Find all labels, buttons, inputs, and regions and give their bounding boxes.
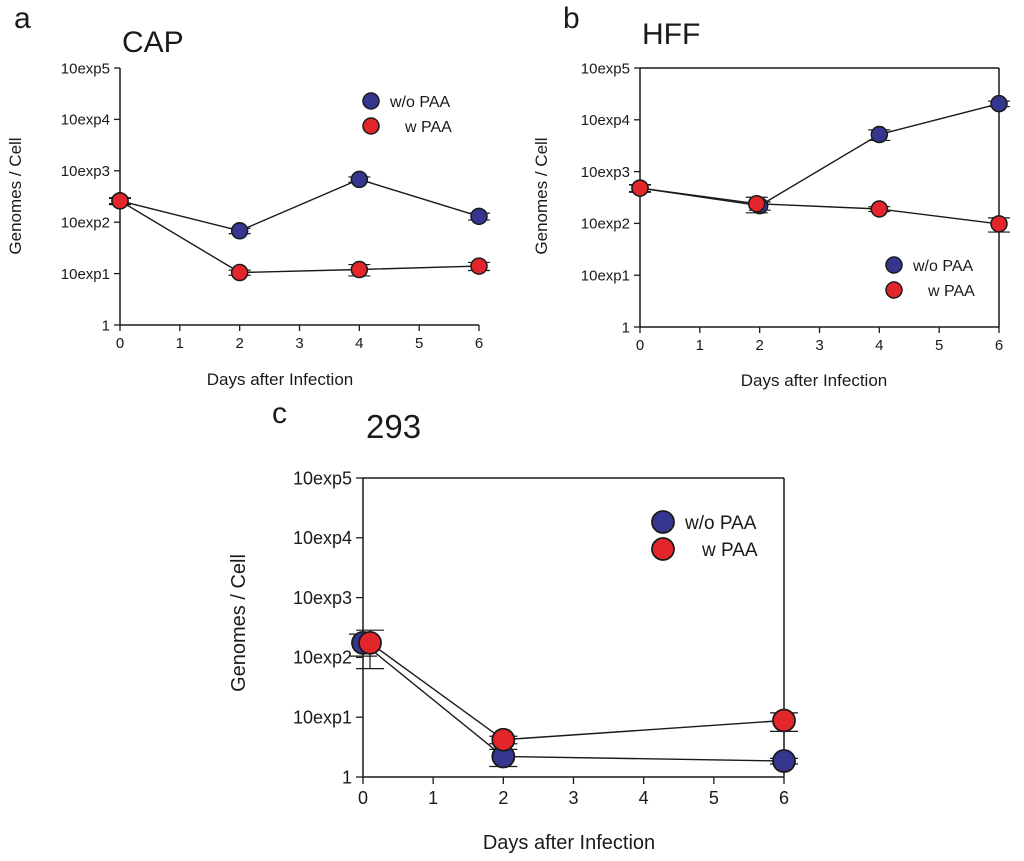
- panel-b-x-tick-label: 1: [696, 337, 704, 354]
- panel-a-y-tick-label: 10exp3: [61, 163, 110, 180]
- panel-c-x-tick-label: 1: [428, 788, 438, 808]
- panel-a-x-axis-title: Days after Infection: [207, 370, 353, 389]
- panel-a-x-tick-label: 6: [475, 335, 483, 352]
- panel-a-point-wo-paa: [230, 222, 249, 240]
- panel-a-letter: a: [14, 2, 31, 35]
- panel-c-legend-label-w-paa: w PAA: [701, 540, 758, 561]
- panel-a-y-tick-label: 1: [102, 317, 110, 334]
- panel-c-line-w-paa: [369, 642, 785, 741]
- panel-a-title: CAP: [122, 26, 184, 59]
- panel-c-y-tick-label: 10exp5: [293, 468, 352, 488]
- panel-b-point-w-paa: [631, 179, 649, 197]
- panel-b-point-w-paa: [870, 200, 889, 218]
- panel-a-line-w-paa: [119, 200, 480, 274]
- panel-b-legend-marker-wo-paa: [885, 256, 903, 274]
- panel-a-x-tick-label: 1: [176, 335, 184, 352]
- panel-a-point-wo-paa: [350, 170, 369, 189]
- panel-c-title: 293: [366, 408, 421, 445]
- panel-b-y-tick-label: 10exp3: [581, 164, 630, 181]
- panel-b-letter: b: [563, 2, 580, 35]
- panel-a-y-tick-label: 10exp2: [61, 214, 110, 231]
- panel-c-point-w-paa: [358, 630, 382, 655]
- panel-b-x-tick-label: 0: [636, 337, 644, 354]
- panel-b-y-tick-label: 10exp1: [581, 267, 630, 284]
- panel-c-legend-label-wo-paa: w/o PAA: [684, 513, 757, 534]
- panel-b-x-tick-label: 3: [815, 337, 823, 354]
- panel-c-y-tick-label: 10exp1: [293, 708, 352, 728]
- panel-c-line-wo-paa: [362, 642, 785, 762]
- panel-b-point-w-paa: [990, 215, 1008, 233]
- panel-a-point-w-paa: [230, 263, 249, 282]
- panel-a-x-tick-label: 0: [116, 335, 124, 352]
- panel-b-point-w-paa: [747, 194, 766, 213]
- panel-a-y-axis-title: Genomes / Cell: [6, 137, 25, 254]
- panel-b-point-wo-paa: [870, 125, 889, 144]
- panel-a-y-tick-label: 10exp4: [61, 112, 110, 129]
- panel-c-x-tick-label: 0: [358, 788, 368, 808]
- panel-c-legend-marker-wo-paa: [651, 510, 675, 534]
- panel-b-legend-label-wo-paa: w/o PAA: [912, 258, 974, 275]
- panel-b-y-tick-label: 1: [622, 319, 630, 336]
- panel-c-x-tick-label: 2: [498, 788, 508, 808]
- panel-b-y-tick-label: 10exp2: [581, 216, 630, 233]
- panel-b-x-axis-title: Days after Infection: [741, 371, 887, 390]
- panel-a-x-tick-label: 3: [295, 335, 303, 352]
- panel-a-legend-label-wo-paa: w/o PAA: [389, 94, 451, 111]
- panel-a-point-w-paa: [111, 192, 129, 210]
- panel-a-x-tick-label: 5: [415, 335, 423, 352]
- panel-a-legend-marker-w-paa: [362, 117, 380, 135]
- panel-a-y-tick-label: 10exp5: [61, 60, 110, 77]
- panel-c-legend-marker-w-paa: [651, 537, 675, 561]
- panel-a-x-tick-label: 4: [355, 335, 363, 352]
- panel-b-y-tick-label: 10exp4: [581, 112, 630, 129]
- panel-c-point-wo-paa: [772, 749, 796, 773]
- panel-a-legend-label-w-paa: w PAA: [404, 119, 452, 136]
- panel-c-x-tick-label: 3: [568, 788, 578, 808]
- panel-a-point-w-paa: [350, 260, 369, 279]
- panel-c-y-tick-label: 10exp4: [293, 528, 352, 548]
- panel-b-x-tick-label: 2: [755, 337, 763, 354]
- panel-b-legend-marker-w-paa: [885, 281, 903, 299]
- panel-b-y-tick-label: 10exp5: [581, 60, 630, 77]
- panel-c-point-w-paa: [491, 727, 516, 752]
- panel-b-x-tick-label: 4: [875, 337, 883, 354]
- panel-c-x-axis-title: Days after Infection: [483, 832, 655, 854]
- panel-a-point-w-paa: [470, 257, 488, 275]
- panel-c-y-tick-label: 10exp2: [293, 648, 352, 668]
- panel-c-letter: c: [272, 397, 287, 430]
- panel-b-x-tick-label: 5: [935, 337, 943, 354]
- panel-c-y-tick-label: 10exp3: [293, 588, 352, 608]
- panel-c-y-axis-title: Genomes / Cell: [228, 554, 250, 692]
- panel-c-point-w-paa: [772, 708, 796, 733]
- panel-b-legend: w/o PAA w PAA: [885, 256, 975, 300]
- panel-a-y-tick-label: 10exp1: [61, 266, 110, 283]
- panel-c-x-tick-label: 6: [779, 788, 789, 808]
- panel-a-point-wo-paa: [470, 207, 488, 226]
- panel-c-x-tick-label: 4: [639, 788, 649, 808]
- panel-b-legend-label-w-paa: w PAA: [927, 283, 975, 300]
- panel-b-point-wo-paa: [990, 94, 1008, 113]
- panel-b-title: HFF: [642, 18, 700, 51]
- panel-b-y-axis-title: Genomes / Cell: [532, 137, 551, 254]
- panel-b-x-tick-label: 6: [995, 337, 1003, 354]
- panel-a-x-tick-label: 2: [235, 335, 243, 352]
- panel-c-x-tick-label: 5: [709, 788, 719, 808]
- panel-b-line-wo-paa: [639, 103, 1000, 207]
- panel-a-legend-marker-wo-paa: [362, 92, 380, 110]
- panel-a-legend: w/o PAA w PAA: [362, 92, 452, 136]
- panel-c-legend: w/o PAA w PAA: [651, 510, 758, 561]
- panel-b-line-w-paa: [639, 187, 1000, 225]
- panel-c-y-tick-label: 1: [342, 767, 352, 787]
- panel-a-line-wo-paa: [119, 178, 480, 232]
